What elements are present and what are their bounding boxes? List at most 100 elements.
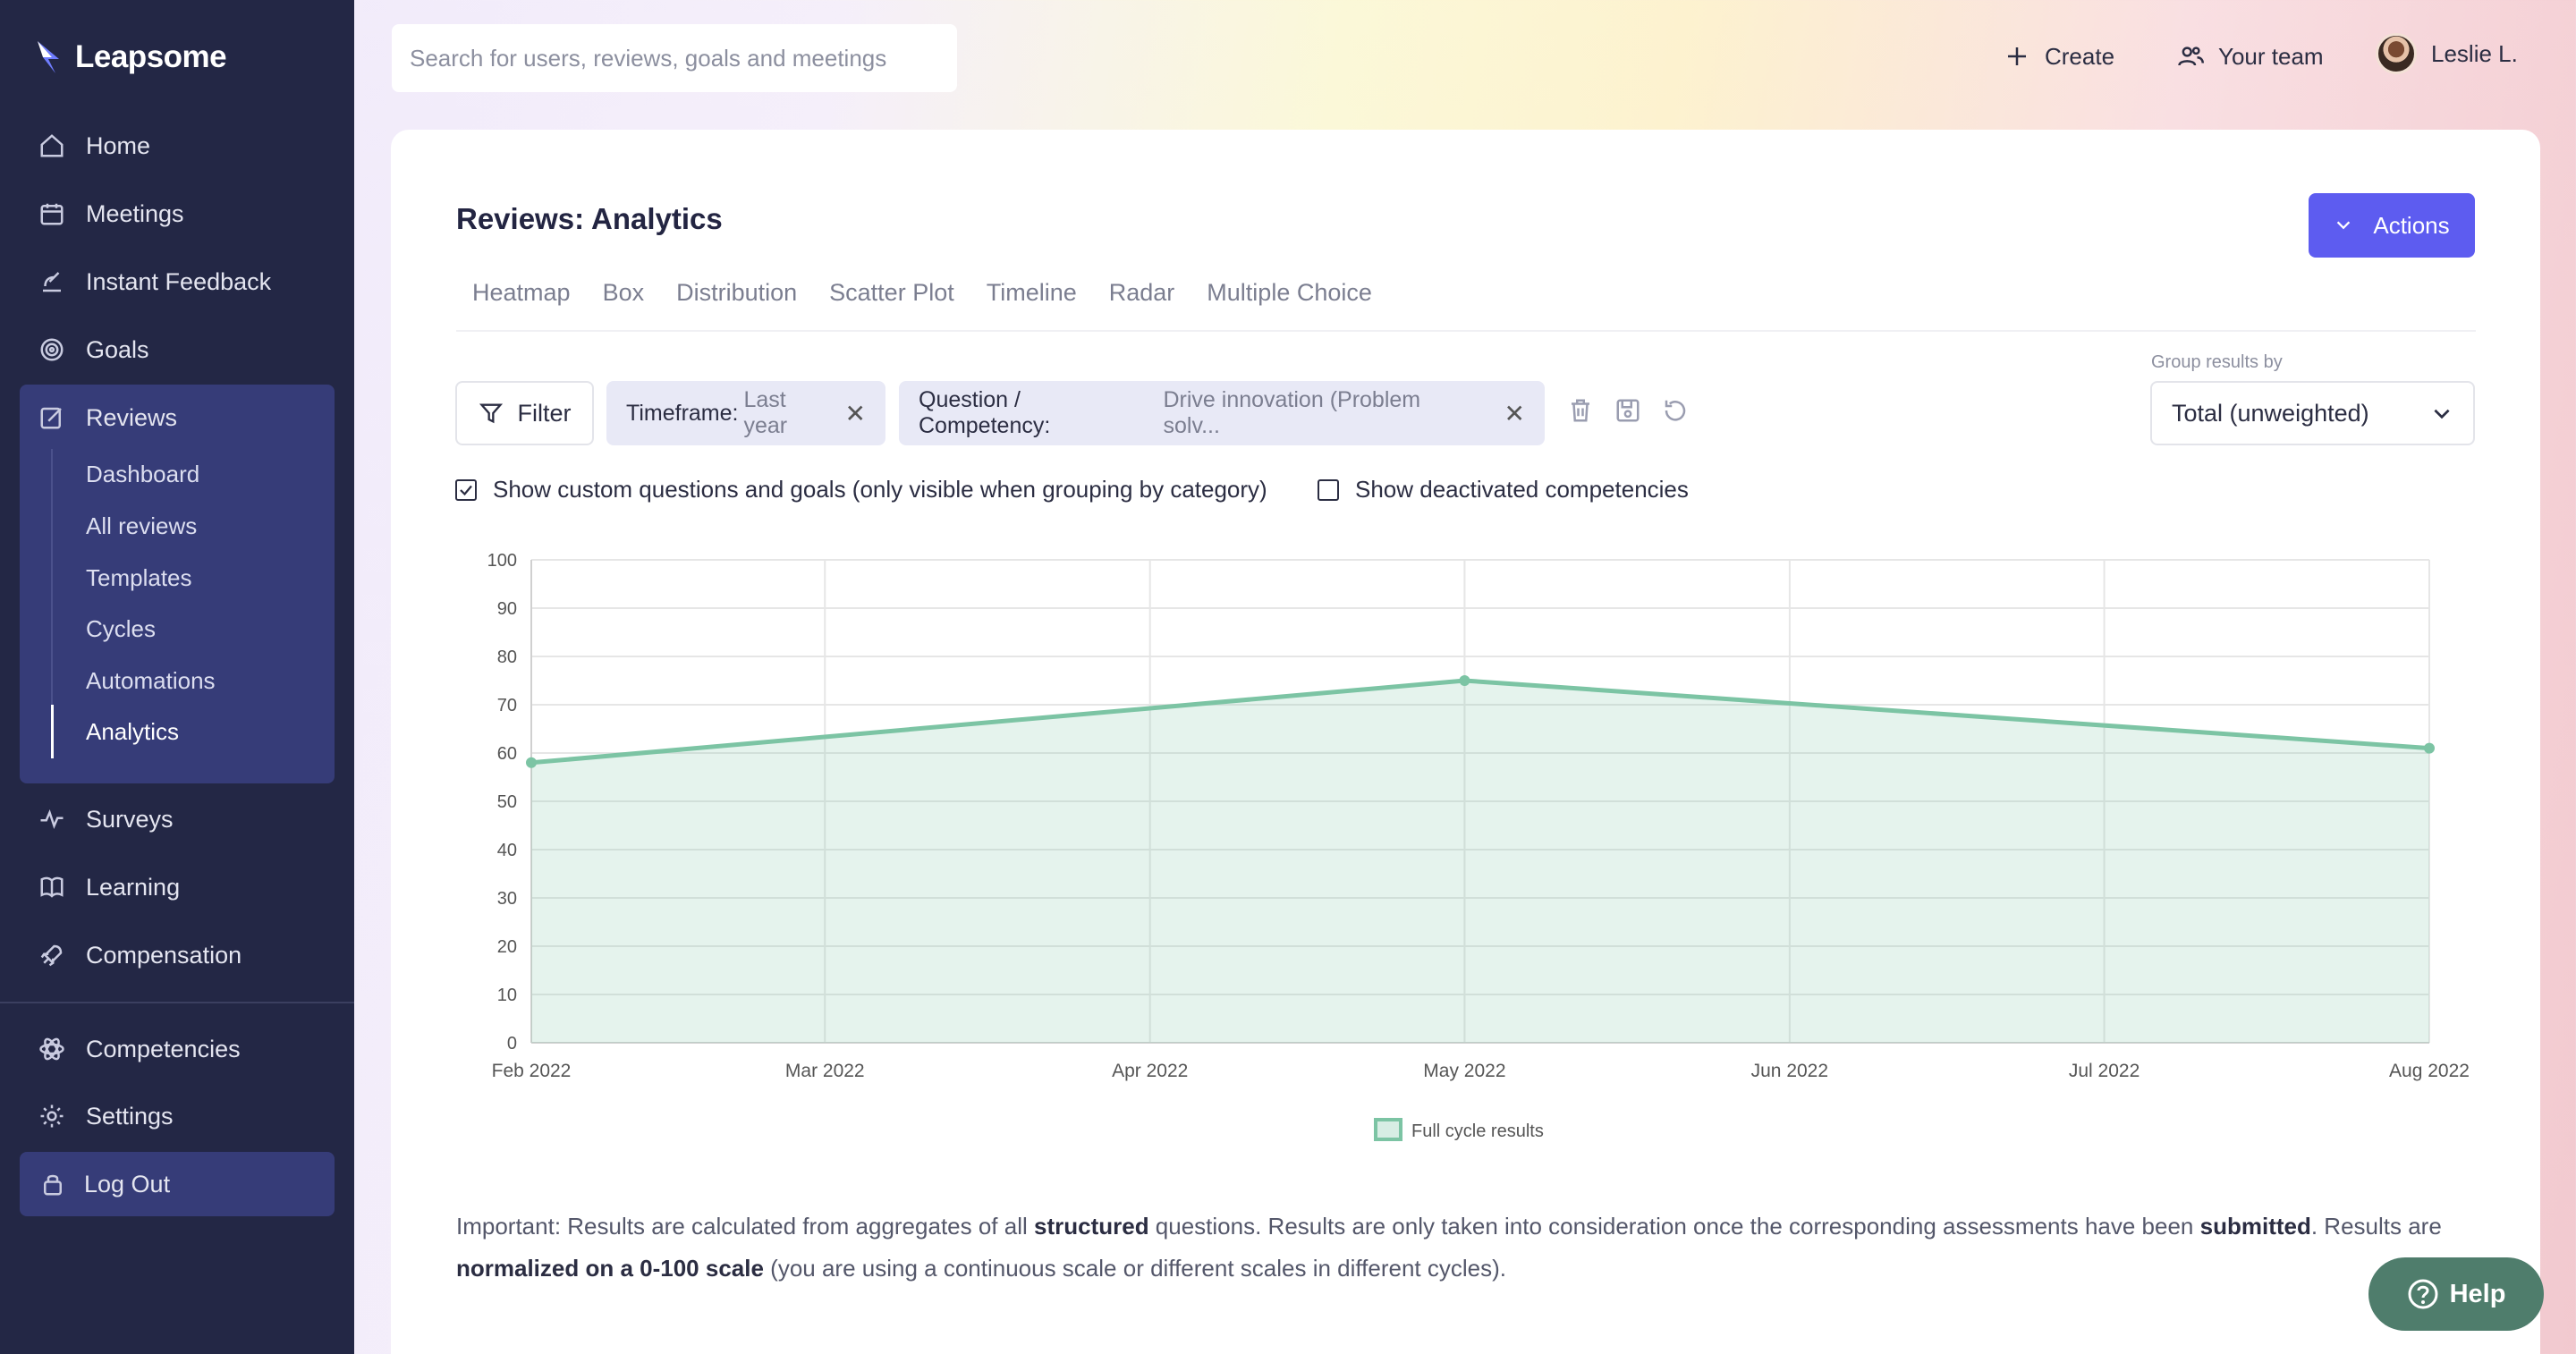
filter-icon	[479, 403, 503, 424]
notice-text: . Results are	[2310, 1213, 2442, 1240]
checkbox-checked[interactable]	[455, 478, 477, 501]
y-tick-label: 10	[497, 986, 517, 1005]
tab-radar[interactable]: Radar	[1108, 279, 1175, 306]
sidebar-item-surveys[interactable]: Surveys	[38, 797, 174, 842]
x-tick-label: Feb 2022	[492, 1061, 572, 1081]
sidebar-item-compensation[interactable]: Compensation	[38, 933, 242, 977]
analytics-tabs: Heatmap Box Distribution Scatter Plot Ti…	[472, 279, 1372, 307]
search-box[interactable]	[392, 24, 957, 92]
sidebar-item-label: Goals	[86, 335, 149, 363]
y-tick-label: 90	[497, 599, 517, 619]
logout-label: Log Out	[84, 1170, 171, 1197]
filter-label: Filter	[517, 399, 572, 427]
sidebar-item-meetings[interactable]: Meetings	[38, 191, 184, 236]
sidebar-item-competencies[interactable]: Competencies	[38, 1027, 241, 1071]
rocket-icon	[38, 941, 66, 969]
sidebar-item-label: Meetings	[86, 199, 184, 227]
pulse-icon	[38, 805, 66, 834]
sidebar-subitem-cycles[interactable]: Cycles	[86, 614, 157, 642]
y-tick-label: 0	[507, 1034, 517, 1054]
x-tick-label: Jul 2022	[2069, 1061, 2140, 1081]
reset-icon[interactable]	[1662, 397, 1690, 426]
tab-distribution[interactable]: Distribution	[676, 279, 798, 306]
x-tick-label: Jun 2022	[1751, 1061, 1828, 1081]
sidebar-item-label: Compensation	[86, 941, 242, 969]
submenu-line	[51, 449, 53, 758]
show-custom-questions-checkbox[interactable]: Show custom questions and goals (only vi…	[455, 476, 1267, 504]
user-menu-button[interactable]: Leslie L.	[2376, 33, 2518, 74]
actions-button[interactable]: Actions	[2309, 193, 2475, 258]
edit-icon	[38, 403, 66, 432]
close-icon[interactable]: ✕	[1504, 399, 1525, 427]
home-icon	[38, 131, 66, 160]
notice-text: (you are using a continuous scale or dif…	[763, 1255, 1506, 1282]
reviews-group	[20, 385, 335, 783]
chip-key: Timeframe:	[626, 400, 739, 426]
page-title: Reviews: Analytics	[456, 202, 723, 235]
sidebar-subitem-analytics[interactable]: Analytics	[86, 717, 180, 745]
sidebar-item-label: Learning	[86, 873, 181, 901]
your-team-button[interactable]: Your team	[2177, 36, 2324, 77]
sidebar-item-instant-feedback[interactable]: Instant Feedback	[38, 259, 271, 304]
feedback-icon	[38, 267, 66, 296]
sidebar-item-home[interactable]: Home	[38, 123, 150, 168]
sidebar-item-reviews[interactable]: Reviews	[38, 395, 177, 440]
data-point	[1459, 675, 1470, 686]
show-deactivated-checkbox[interactable]: Show deactivated competencies	[1318, 476, 1689, 504]
save-icon[interactable]	[1614, 397, 1643, 426]
tab-box[interactable]: Box	[602, 279, 645, 306]
sidebar-subitem-all-reviews[interactable]: All reviews	[86, 512, 198, 539]
series-area	[531, 681, 2429, 1043]
y-tick-label: 100	[487, 551, 517, 571]
x-tick-label: May 2022	[1423, 1061, 1505, 1081]
close-icon[interactable]: ✕	[844, 399, 866, 427]
legend-swatch	[1374, 1118, 1402, 1141]
sidebar-subitem-templates[interactable]: Templates	[86, 563, 192, 591]
group-results-select[interactable]: Total (unweighted)	[2150, 381, 2475, 445]
tab-timeline[interactable]: Timeline	[986, 279, 1077, 306]
app-name: Leapsome	[75, 39, 227, 74]
create-label: Create	[2045, 42, 2115, 70]
filter-button[interactable]: Filter	[455, 381, 594, 445]
sidebar-item-label: Settings	[86, 1102, 174, 1130]
group-results-value: Total (unweighted)	[2172, 399, 2369, 427]
x-tick-label: Mar 2022	[785, 1061, 865, 1081]
checkmark-icon	[460, 485, 472, 495]
sidebar-item-settings[interactable]: Settings	[38, 1094, 174, 1138]
chip-value: Drive innovation (Problem solv...	[1163, 387, 1421, 438]
create-button[interactable]: Create	[2004, 36, 2114, 77]
question-filter-chip[interactable]: Question / Competency: Drive innovation …	[899, 381, 1545, 445]
sidebar-item-learning[interactable]: Learning	[38, 865, 180, 910]
checkbox-label: Show custom questions and goals (only vi…	[493, 476, 1267, 503]
help-button[interactable]: Help	[2368, 1257, 2544, 1331]
y-tick-label: 50	[497, 792, 517, 812]
notice-bold: submitted	[2199, 1213, 2311, 1240]
checkbox-label: Show deactivated competencies	[1355, 476, 1689, 503]
y-tick-label: 30	[497, 889, 517, 909]
sidebar-item-label: Competencies	[86, 1035, 241, 1062]
tab-heatmap[interactable]: Heatmap	[472, 279, 571, 306]
search-input[interactable]	[410, 44, 957, 72]
logout-button[interactable]: Log Out	[20, 1152, 335, 1216]
trash-icon[interactable]	[1567, 397, 1596, 426]
timeframe-filter-chip[interactable]: Timeframe: Last year ✕	[606, 381, 886, 445]
sidebar-subitem-dashboard[interactable]: Dashboard	[86, 460, 200, 487]
chevron-down-icon	[2337, 221, 2351, 230]
plus-icon	[2008, 47, 2026, 65]
gear-icon	[38, 1102, 66, 1130]
sidebar: Leapsome Home Meetings Instant Feedback …	[0, 0, 354, 1354]
avatar	[2376, 33, 2417, 74]
app-logo[interactable]: Leapsome	[36, 39, 227, 75]
data-point	[526, 757, 537, 768]
chevron-down-icon	[2434, 409, 2450, 419]
tabs-divider	[456, 330, 2476, 332]
checkbox-unchecked[interactable]	[1318, 478, 1339, 501]
data-point	[2424, 742, 2435, 754]
tab-multiple-choice[interactable]: Multiple Choice	[1207, 279, 1372, 306]
sidebar-subitem-automations[interactable]: Automations	[86, 666, 216, 694]
tab-scatter-plot[interactable]: Scatter Plot	[829, 279, 954, 306]
notice-text: questions. Results are only taken into c…	[1148, 1213, 2200, 1240]
notice-text: Important: Results are calculated from a…	[456, 1213, 1034, 1240]
sidebar-item-goals[interactable]: Goals	[38, 327, 149, 372]
x-tick-label: Apr 2022	[1112, 1061, 1188, 1081]
